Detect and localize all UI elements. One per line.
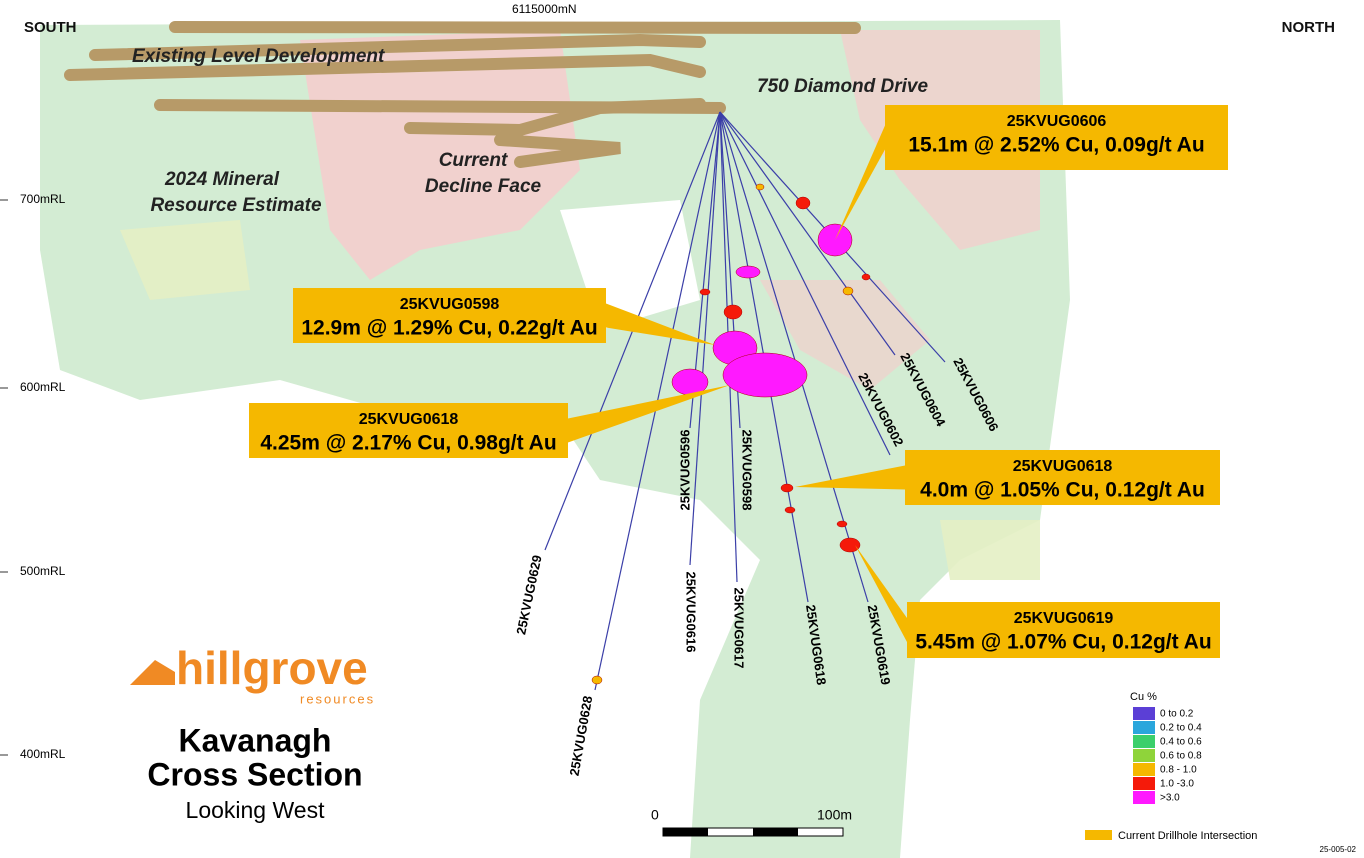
legend-title: Cu % bbox=[1130, 691, 1157, 703]
legend-swatch bbox=[1133, 763, 1155, 776]
annotation: 2024 Mineral bbox=[164, 169, 280, 190]
intercept bbox=[736, 266, 760, 278]
callout-hole: 25KVUG0618 bbox=[359, 411, 459, 428]
logo-mark bbox=[130, 660, 175, 685]
annotation: Resource Estimate bbox=[150, 195, 322, 216]
legend-swatch bbox=[1133, 707, 1155, 720]
intercept bbox=[837, 521, 847, 527]
intercept bbox=[700, 289, 710, 295]
callout-hole: 25KVUG0618 bbox=[1013, 458, 1113, 475]
rl-label: 400mRL bbox=[20, 747, 66, 761]
callout-hole: 25KVUG0606 bbox=[1007, 113, 1107, 130]
callout-hole: 25KVUG0598 bbox=[400, 296, 500, 313]
legend-label: 0.6 to 0.8 bbox=[1160, 751, 1202, 762]
subtitle: Looking West bbox=[186, 797, 326, 823]
title: Kavanagh bbox=[179, 722, 332, 758]
legend-label: 1.0 -3.0 bbox=[1160, 779, 1194, 790]
legend-swatch bbox=[1133, 777, 1155, 790]
legend-label: 0.8 - 1.0 bbox=[1160, 765, 1197, 776]
intercept bbox=[781, 484, 793, 492]
figure-id: 25-005-02 bbox=[1320, 845, 1357, 854]
label: NORTH bbox=[1282, 19, 1335, 36]
callout-text: 5.45m @ 1.07% Cu, 0.12g/t Au bbox=[915, 631, 1211, 654]
legend-label: 0 to 0.2 bbox=[1160, 709, 1194, 720]
annotation: Decline Face bbox=[425, 176, 542, 197]
logo-sub: resources bbox=[300, 691, 375, 706]
legend-swatch bbox=[1133, 791, 1155, 804]
intercept bbox=[785, 507, 795, 513]
legend-label: 0.2 to 0.4 bbox=[1160, 723, 1202, 734]
intercept bbox=[723, 353, 807, 397]
drillhole-label: 25KVUG0629 bbox=[513, 554, 545, 636]
drillhole-label: 25KVUG0596 bbox=[677, 430, 692, 511]
callout-text: 4.25m @ 2.17% Cu, 0.98g/t Au bbox=[260, 432, 556, 455]
intercept bbox=[592, 676, 602, 684]
drillhole-label: 25KVUG0617 bbox=[732, 588, 747, 669]
scale-label: 100m bbox=[817, 807, 852, 823]
legend-label: >3.0 bbox=[1160, 793, 1180, 804]
annotation: Current bbox=[439, 150, 508, 171]
cross-section: SOUTH NORTH 6115000mN Existing Level Dev… bbox=[0, 0, 1364, 858]
legend-swatch bbox=[1085, 830, 1112, 840]
drillhole-label: 25KVUG0628 bbox=[567, 695, 596, 777]
legend-swatch bbox=[1133, 735, 1155, 748]
intercept bbox=[796, 197, 810, 209]
callout-text: 4.0m @ 1.05% Cu, 0.12g/t Au bbox=[920, 479, 1205, 502]
annotation: 750 Diamond Drive bbox=[757, 76, 928, 97]
rl-label: 600mRL bbox=[20, 380, 66, 394]
legend-swatch bbox=[1133, 749, 1155, 762]
rl-label: 700mRL bbox=[20, 192, 66, 206]
intercept bbox=[843, 287, 853, 295]
legend-swatch bbox=[1133, 721, 1155, 734]
intercept bbox=[862, 274, 870, 280]
label: SOUTH bbox=[24, 19, 77, 36]
callout-text: 15.1m @ 2.52% Cu, 0.09g/t Au bbox=[908, 134, 1204, 157]
drillhole-label: 25KVUG0616 bbox=[684, 572, 699, 653]
callout-hole: 25KVUG0619 bbox=[1014, 610, 1114, 627]
drillhole-label: 25KVUG0598 bbox=[740, 430, 755, 511]
intercept bbox=[756, 184, 764, 190]
logo: hillgrove bbox=[176, 642, 368, 694]
intercept bbox=[724, 305, 742, 319]
annotation: Existing Level Development bbox=[132, 46, 385, 67]
scale-label: 0 bbox=[651, 807, 659, 823]
callout-text: 12.9m @ 1.29% Cu, 0.22g/t Au bbox=[301, 317, 597, 340]
rl-label: 500mRL bbox=[20, 564, 66, 578]
scale-bar bbox=[663, 828, 843, 836]
legend-label: 0.4 to 0.6 bbox=[1160, 737, 1202, 748]
title: Cross Section bbox=[147, 756, 362, 792]
label: 6115000mN bbox=[512, 2, 577, 16]
intercept bbox=[840, 538, 860, 552]
legend-label: Current Drillhole Intersection bbox=[1118, 830, 1257, 842]
